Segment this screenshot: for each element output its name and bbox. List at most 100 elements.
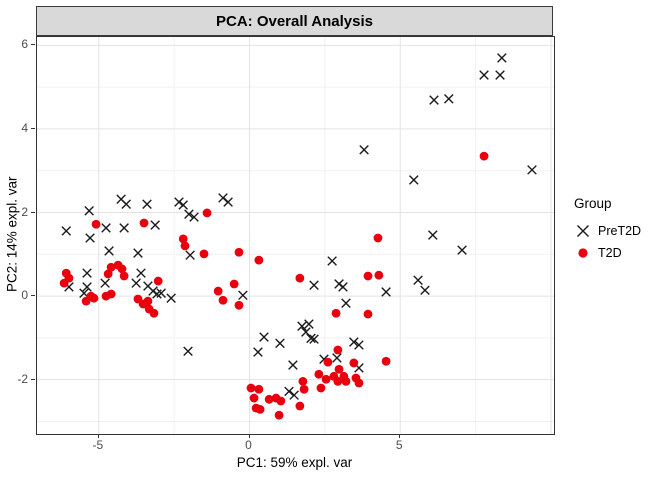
data-point-t2d xyxy=(381,356,391,366)
data-point-pret2d xyxy=(275,338,285,349)
data-point-t2d xyxy=(298,376,308,386)
data-point-t2d xyxy=(106,262,116,272)
x-tick-mark xyxy=(248,434,250,438)
data-point-pret2d xyxy=(253,347,263,357)
data-point-pret2d xyxy=(84,206,94,216)
y-tick-mark xyxy=(31,127,35,129)
data-point-pret2d xyxy=(327,256,337,266)
data-point-pret2d xyxy=(148,286,158,296)
data-point-t2d xyxy=(323,357,333,367)
data-point-t2d xyxy=(103,269,113,279)
data-point-pret2d xyxy=(223,197,233,207)
data-point-t2d xyxy=(249,393,259,403)
data-point-pret2d xyxy=(420,285,430,296)
y-tick-mark xyxy=(31,295,35,297)
data-point-pret2d xyxy=(332,353,342,363)
data-point-pret2d xyxy=(309,280,319,291)
data-point-pret2d xyxy=(479,70,489,80)
data-point-pret2d xyxy=(284,386,294,397)
data-point-t2d xyxy=(331,308,341,318)
circle-marker-icon xyxy=(574,244,592,262)
data-point-t2d xyxy=(255,404,265,414)
data-point-pret2d xyxy=(104,246,114,256)
data-point-pret2d xyxy=(495,70,505,80)
data-point-t2d xyxy=(139,218,149,228)
data-point-pret2d xyxy=(338,282,348,292)
data-point-t2d xyxy=(349,358,359,368)
data-point-pret2d xyxy=(189,212,199,222)
y-tick-label: 2 xyxy=(21,204,28,219)
data-point-pret2d xyxy=(381,287,391,297)
legend: Group PreT2D T2D xyxy=(574,196,670,264)
data-point-pret2d xyxy=(150,220,160,230)
data-point-pret2d xyxy=(142,199,152,209)
x-tick-mark xyxy=(399,434,401,438)
y-tick-mark xyxy=(31,378,35,380)
data-point-pret2d xyxy=(178,200,189,210)
data-point-pret2d xyxy=(306,333,316,344)
data-point-t2d xyxy=(91,219,101,229)
data-point-t2d xyxy=(254,384,264,394)
data-point-pret2d xyxy=(101,223,111,233)
data-point-pret2d xyxy=(289,390,299,400)
data-point-t2d xyxy=(274,410,284,420)
legend-label-pret2d: PreT2D xyxy=(598,224,642,238)
data-point-pret2d xyxy=(297,321,307,331)
data-point-t2d xyxy=(234,247,244,257)
data-point-t2d xyxy=(354,378,364,388)
data-point-pret2d xyxy=(119,223,129,233)
data-point-t2d xyxy=(153,276,163,286)
data-point-pret2d xyxy=(428,230,438,240)
data-point-pret2d xyxy=(309,334,319,344)
data-point-t2d xyxy=(246,383,256,393)
data-point-pret2d xyxy=(183,346,193,357)
data-point-pret2d xyxy=(429,95,439,105)
scatter-canvas xyxy=(37,37,554,434)
data-point-t2d xyxy=(264,394,274,404)
data-point-pret2d xyxy=(457,245,467,255)
y-tick-label: 4 xyxy=(21,120,28,135)
data-point-t2d xyxy=(334,364,344,374)
legend-item-pret2d: PreT2D xyxy=(574,220,670,242)
data-point-t2d xyxy=(479,151,489,161)
x-tick-label: 5 xyxy=(395,438,403,452)
data-point-pret2d xyxy=(174,197,184,207)
y-axis-title: PC2: 14% expl. var xyxy=(4,176,20,293)
data-point-t2d xyxy=(106,289,116,299)
data-point-t2d xyxy=(363,271,373,281)
data-point-t2d xyxy=(229,279,239,289)
data-point-t2d xyxy=(149,308,159,318)
data-point-pret2d xyxy=(354,340,364,350)
data-point-pret2d xyxy=(82,282,92,292)
x-tick-label: 0 xyxy=(245,438,252,452)
x-axis-title: PC1: 59% expl. var xyxy=(236,455,353,470)
data-point-t2d xyxy=(180,241,190,251)
data-point-t2d xyxy=(316,383,326,393)
data-point-pret2d xyxy=(413,275,423,286)
data-point-pret2d xyxy=(301,327,311,337)
legend-item-t2d: T2D xyxy=(574,242,670,264)
data-point-pret2d xyxy=(259,332,269,342)
data-point-pret2d xyxy=(133,248,143,258)
data-point-pret2d xyxy=(185,250,195,260)
data-point-t2d xyxy=(321,374,331,384)
data-point-pret2d xyxy=(184,209,194,219)
data-point-pret2d xyxy=(349,337,359,347)
data-point-t2d xyxy=(213,286,223,296)
data-point-t2d xyxy=(373,233,383,243)
data-point-t2d xyxy=(314,369,324,379)
x-tick-label: -5 xyxy=(92,438,104,452)
data-point-pret2d xyxy=(156,288,166,298)
data-point-pret2d xyxy=(409,175,419,185)
data-point-t2d xyxy=(374,270,384,280)
plot-panel xyxy=(36,36,555,435)
data-point-t2d xyxy=(299,384,309,394)
data-point-t2d xyxy=(341,376,351,386)
data-point-pret2d xyxy=(497,53,507,63)
plot-title: PCA: Overall Analysis xyxy=(215,12,373,30)
data-point-t2d xyxy=(119,271,129,281)
data-point-pret2d xyxy=(82,268,92,278)
data-point-pret2d xyxy=(61,226,72,236)
y-tick-label: 6 xyxy=(21,37,28,52)
